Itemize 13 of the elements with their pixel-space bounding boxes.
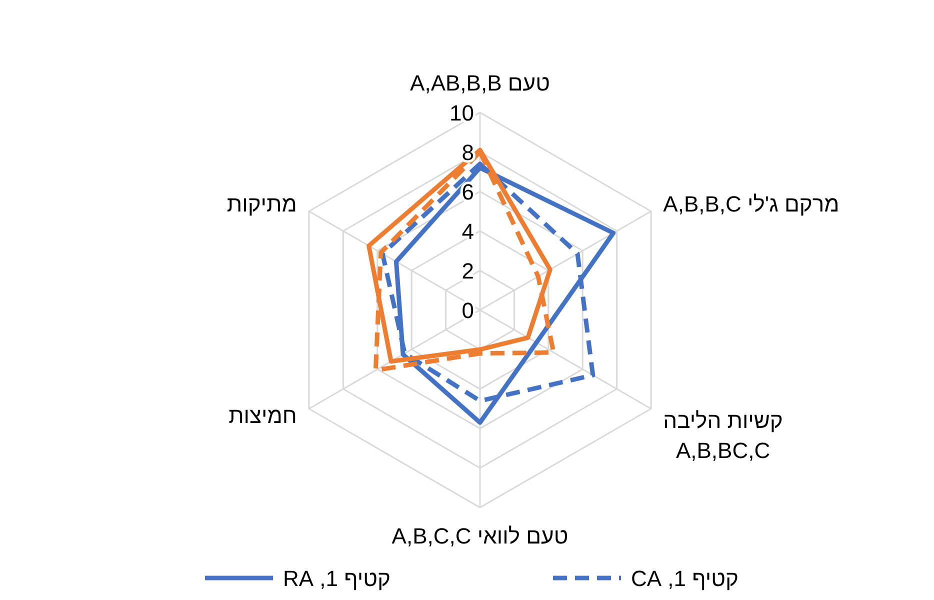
- legend-label: קטיף 1, CA: [631, 566, 738, 591]
- y-tick-label: 8: [462, 140, 474, 165]
- legend-label: קטיף 1, RA: [283, 566, 390, 591]
- spoke-label: מרקם ג'לי A,B,B,C: [663, 191, 840, 216]
- spoke-label: טעם A,AB,B,B: [410, 70, 550, 96]
- spoke-label: חמיצות: [228, 402, 297, 428]
- y-tick-label: 4: [462, 219, 474, 244]
- spoke-label: טעם לוואי A,B,C,C: [392, 524, 568, 548]
- y-tick-label: 0: [462, 298, 474, 323]
- y-tick-label: 2: [462, 258, 474, 284]
- y-tick-label: 10: [450, 100, 474, 126]
- spoke-label: מתיקות: [226, 191, 297, 216]
- y-tick-label: 6: [462, 180, 474, 204]
